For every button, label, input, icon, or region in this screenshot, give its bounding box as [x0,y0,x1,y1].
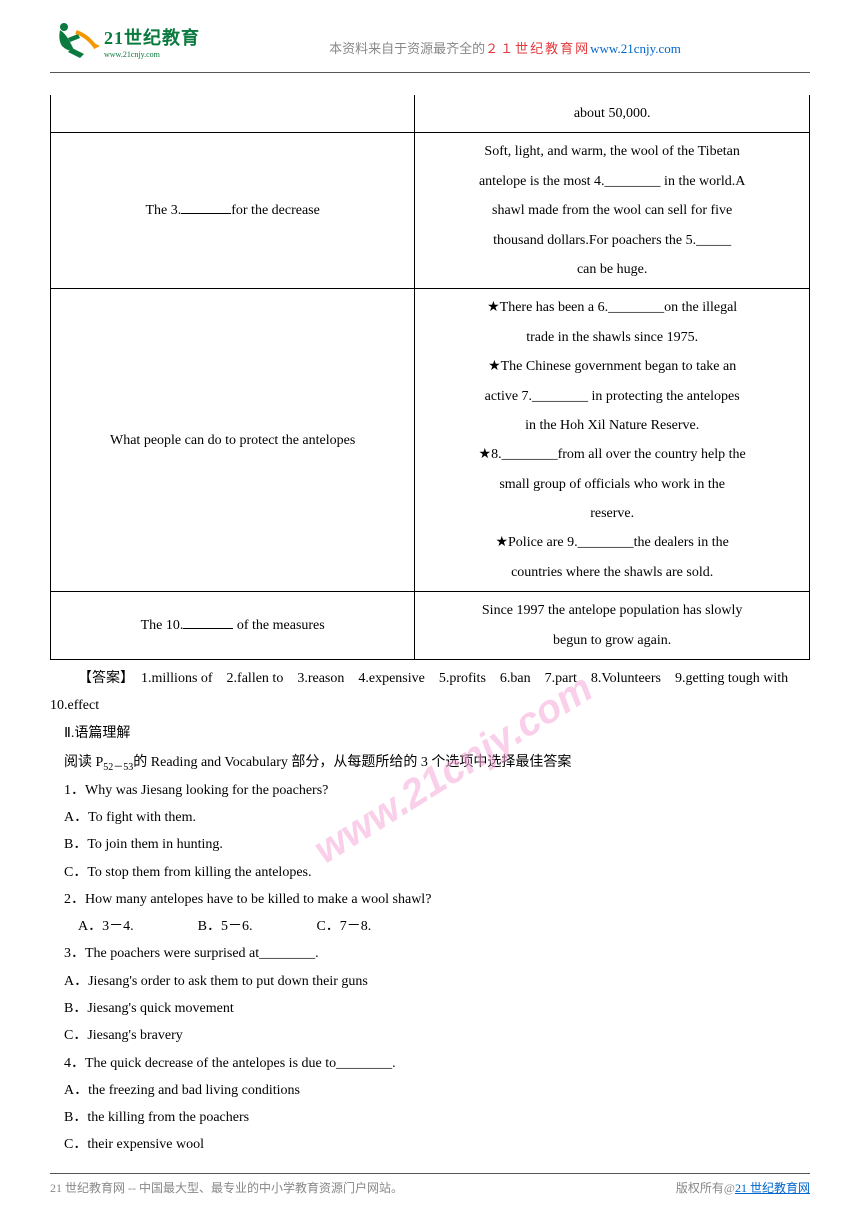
options-2-row: A．3－4. B．5－6. C．7－8. [50,913,810,940]
cell-text: can be huge. [577,262,647,277]
blank-3 [181,200,231,214]
page-footer: 21 世纪教育网 -- 中国最大型、最专业的中小学教育资源门户网站。 版权所有@… [50,1179,810,1196]
page-header: 21世纪教育 www.21cnjy.com 本资料来自于资源最齐全的２１世纪教育… [0,0,860,72]
cell-text: ★8.________from all over the country hel… [479,447,746,462]
question-1: 1．Why was Jiesang looking for the poache… [50,777,810,804]
cell-right-0: about 50,000. [415,95,810,133]
cell-text: shawl made from the wool can sell for fi… [492,203,732,218]
option-2a: A．3－4. [64,913,134,940]
header-description: 本资料来自于资源最齐全的２１世纪教育网www.21cnjy.com [200,20,810,57]
cell-text: begun to grow again. [553,633,671,648]
table-row: The 10. of the measures Since 1997 the a… [51,592,810,660]
cell-text: ★Police are 9.________the dealers in the [495,535,728,550]
header-link[interactable]: www.21cnjy.com [590,41,681,56]
cell-text: in the Hoh Xil Nature Reserve. [525,418,699,433]
instr-sub: 52－53 [103,762,133,773]
section-2-heading: Ⅱ.语篇理解 [50,721,810,748]
cell-right-2: ★There has been a 6.________on the illeg… [415,289,810,592]
answers-label: 【答案】 [78,671,127,686]
cell-text: countries where the shawls are sold. [511,565,713,580]
logo-text: 21世纪教育 www.21cnjy.com [104,24,200,59]
footer-right: 版权所有@21 世纪教育网 [676,1179,810,1196]
cell-text: ★There has been a 6.________on the illeg… [487,300,737,315]
option-2c: C．7－8. [302,913,371,940]
option-3a: A．Jiesang's order to ask them to put dow… [50,968,810,995]
cell-text: small group of officials who work in the [499,477,725,492]
header-desc-red: ２１世纪教育网 [485,41,590,56]
cell-text: ★The Chinese government began to take an [488,359,736,374]
table-row: What people can do to protect the antelo… [51,289,810,592]
cell-text: reserve. [590,506,634,521]
cell-text: trade in the shawls since 1975. [526,330,698,345]
cell-text: Soft, light, and warm, the wool of the T… [484,144,739,159]
instr-pre: 阅读 P [64,755,103,770]
option-2b: B．5－6. [184,913,253,940]
footer-divider [50,1173,810,1174]
table-row: about 50,000. [51,95,810,133]
option-4c: C．their expensive wool [50,1131,810,1158]
option-1a: A．To fight with them. [50,804,810,831]
cell-text: active 7.________ in protecting the ante… [485,389,740,404]
cell-left-2: What people can do to protect the antelo… [51,289,415,592]
question-3: 3．The poachers were surprised at________… [50,940,810,967]
cell-right-3: Since 1997 the antelope population has s… [415,592,810,660]
content-area: about 50,000. The 3. for the decrease Sof… [0,77,860,1159]
cell-text: about 50,000. [574,106,651,121]
footer-right-pre: 版权所有@ [676,1181,735,1195]
logo: 21世纪教育 www.21cnjy.com [50,20,200,62]
logo-en-text: www.21cnjy.com [104,50,200,59]
header-desc-pre: 本资料来自于资源最齐全的 [329,41,485,56]
cell-text: for the decrease [231,203,320,218]
footer-link[interactable]: 21 世纪教育网 [735,1181,810,1195]
logo-runner-icon [50,20,100,62]
answers-line: 【答案】 1.millions of 2.fallen to 3.reason … [50,666,810,719]
cell-left-3: The 10. of the measures [51,592,415,660]
cell-left-1: The 3. for the decrease [51,133,415,289]
option-1b: B．To join them in hunting. [50,831,810,858]
table-row: The 3. for the decrease Soft, light, and … [51,133,810,289]
blank-10 [183,615,233,629]
cell-text: The 10. [141,618,184,633]
worksheet-table: about 50,000. The 3. for the decrease Sof… [50,95,810,660]
question-2: 2．How many antelopes have to be killed t… [50,886,810,913]
cell-text: Since 1997 the antelope population has s… [482,603,743,618]
option-4b: B．the killing from the poachers [50,1104,810,1131]
option-1c: C．To stop them from killing the antelope… [50,859,810,886]
logo-cn-text: 21世纪教育 [104,24,200,50]
cell-text: antelope is the most 4.________ in the w… [479,174,745,189]
cell-text: The 3. [145,203,181,218]
instr-post: 的 Reading and Vocabulary 部分，从每题所给的 3 个选项… [133,755,571,770]
footer-left: 21 世纪教育网 -- 中国最大型、最专业的中小学教育资源门户网站。 [50,1179,403,1196]
question-4: 4．The quick decrease of the antelopes is… [50,1050,810,1077]
option-3b: B．Jiesang's quick movement [50,995,810,1022]
section-2-instruction: 阅读 P52－53的 Reading and Vocabulary 部分，从每题… [50,750,810,777]
header-divider [50,72,810,73]
option-3c: C．Jiesang's bravery [50,1022,810,1049]
option-4a: A．the freezing and bad living conditions [50,1077,810,1104]
cell-text: of the measures [233,618,324,633]
cell-left-0 [51,95,415,133]
cell-right-1: Soft, light, and warm, the wool of the T… [415,133,810,289]
cell-text: thousand dollars.For poachers the 5.____… [493,233,731,248]
answers-items: 1.millions of 2.fallen to 3.reason 4.exp… [50,671,802,713]
